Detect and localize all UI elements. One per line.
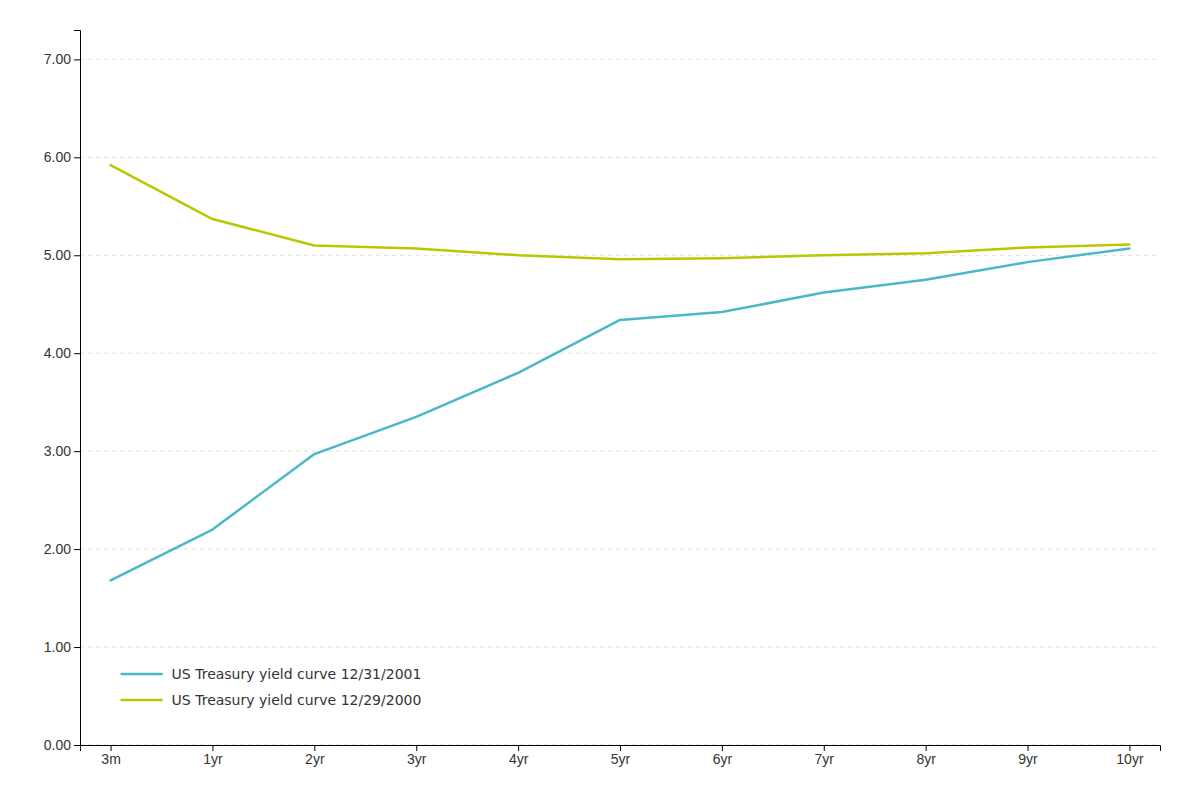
grid-line	[80, 157, 1160, 158]
legend-label: US Treasury yield curve 12/29/2000	[172, 692, 422, 708]
legend-swatch	[122, 699, 162, 702]
grid-line	[80, 255, 1160, 256]
tick-mark	[74, 255, 80, 256]
tick: 9yr	[1018, 745, 1038, 767]
tick-label: 4.00	[44, 345, 71, 361]
tick-mark	[74, 353, 80, 354]
tick: 1.00	[44, 639, 80, 655]
tick-label: 10yr	[1116, 751, 1144, 767]
tick: 7.00	[44, 51, 80, 67]
tick-label: 3yr	[407, 751, 427, 767]
tick: 3m	[101, 745, 120, 767]
x-axis: 3m 1yr 2yr 3yr 4yr 5yr 6yr 7yr 8yr 9yr 10yr	[81, 745, 1161, 767]
tick: 2yr	[305, 745, 325, 767]
tick-mark	[74, 745, 80, 746]
tick: 5.00	[44, 247, 80, 263]
tick-label: 5.00	[44, 247, 71, 263]
tick: 2.00	[44, 541, 80, 557]
tick-label: 6.00	[44, 149, 71, 165]
tick: 3yr	[407, 745, 427, 767]
tick: 3.00	[44, 443, 80, 459]
tick: 8yr	[916, 745, 936, 767]
grid-line	[80, 647, 1160, 648]
legend-item: US Treasury yield curve 12/29/2000	[122, 692, 422, 708]
legend-label: US Treasury yield curve 12/31/2001	[172, 666, 422, 682]
tick-label: 7.00	[44, 51, 71, 67]
grid-line	[80, 549, 1160, 550]
legend-swatch	[122, 673, 162, 676]
tick: 5yr	[611, 745, 631, 767]
plot: 0.00 1.00 2.00 3.00 4.00 5.00 6.00 7.00 3m 1yr 2yr…	[44, 31, 1161, 767]
tick: 6.00	[44, 149, 80, 165]
tick-mark	[74, 647, 80, 648]
line	[111, 248, 1130, 580]
tick: 4.00	[44, 345, 80, 361]
tick-mark	[74, 549, 80, 550]
tick-label: 2yr	[305, 751, 325, 767]
tick-mark	[74, 157, 80, 158]
tick-label: 0.00	[44, 737, 71, 753]
y-axis: 0.00 1.00 2.00 3.00 4.00 5.00 6.00 7.00	[44, 31, 81, 753]
chart: 0.00 1.00 2.00 3.00 4.00 5.00 6.00 7.00 3m 1yr 2yr…	[0, 0, 1200, 800]
legend-item: US Treasury yield curve 12/31/2001	[122, 666, 422, 682]
tick-label: 1yr	[203, 751, 223, 767]
line	[111, 165, 1130, 259]
tick-mark	[74, 451, 80, 452]
grid-line	[80, 59, 1160, 60]
grid-line	[80, 451, 1160, 452]
tick: 0.00	[44, 737, 80, 753]
series-group	[111, 165, 1130, 580]
grid	[80, 59, 1160, 745]
axis-line	[74, 31, 81, 746]
tick-label: 2.00	[44, 541, 71, 557]
tick-label: 4yr	[509, 751, 529, 767]
tick-label: 3.00	[44, 443, 71, 459]
tick: 7yr	[815, 745, 835, 767]
tick-label: 5yr	[611, 751, 631, 767]
tick: 4yr	[509, 745, 529, 767]
tick: 1yr	[203, 745, 223, 767]
tick-label: 6yr	[713, 751, 733, 767]
tick-label: 9yr	[1018, 751, 1038, 767]
tick-label: 1.00	[44, 639, 71, 655]
tick: 10yr	[1116, 745, 1144, 767]
tick-label: 8yr	[916, 751, 936, 767]
tick-mark	[74, 59, 80, 60]
tick-label: 7yr	[815, 751, 835, 767]
tick-label: 3m	[101, 751, 120, 767]
grid-line	[80, 353, 1160, 354]
legend: US Treasury yield curve 12/31/2001 US Tre…	[122, 666, 422, 708]
tick: 6yr	[713, 745, 733, 767]
